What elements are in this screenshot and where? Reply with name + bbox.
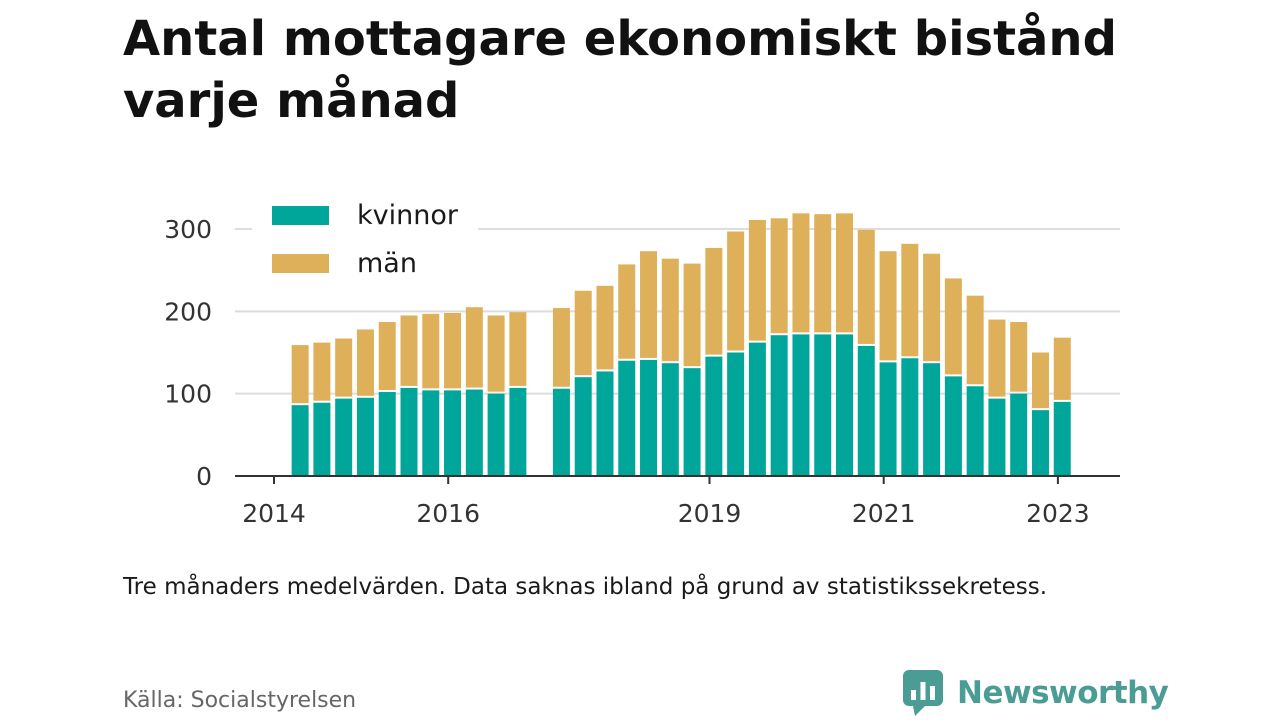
bar-kvinnor bbox=[1053, 401, 1071, 476]
x-tick-label: 2019 bbox=[678, 499, 742, 528]
bar-kvinnor bbox=[1010, 393, 1028, 476]
bar-man bbox=[661, 258, 679, 362]
source-text: Källa: Socialstyrelsen bbox=[123, 688, 357, 713]
y-tick-label: 0 bbox=[196, 462, 212, 491]
bar-man bbox=[465, 307, 483, 388]
bar-man bbox=[291, 345, 309, 404]
bar-kvinnor bbox=[335, 398, 353, 476]
brand-name: Newsworthy bbox=[957, 675, 1169, 711]
bar-man bbox=[552, 308, 570, 387]
bar-man bbox=[836, 213, 854, 333]
bar-man bbox=[727, 231, 745, 351]
bar-kvinnor bbox=[727, 352, 745, 476]
legend-swatch bbox=[272, 206, 329, 225]
bar-man bbox=[1031, 352, 1049, 409]
bar-man bbox=[814, 214, 832, 333]
bar-kvinnor bbox=[901, 358, 919, 476]
bar-man bbox=[1010, 322, 1028, 392]
x-tick-label: 2016 bbox=[416, 499, 480, 528]
bar-man bbox=[400, 315, 418, 386]
legend-label: kvinnor bbox=[357, 200, 459, 231]
bar-man bbox=[574, 290, 592, 376]
bar-man bbox=[792, 213, 810, 333]
bar-man bbox=[705, 247, 723, 355]
bar-man bbox=[335, 338, 353, 397]
y-tick-label: 100 bbox=[164, 380, 212, 409]
brand-logo[interactable]: Newsworthy bbox=[903, 670, 1169, 716]
bar-man bbox=[356, 329, 374, 396]
bar-kvinnor bbox=[378, 392, 396, 476]
x-tick-label: 2014 bbox=[242, 499, 306, 528]
bar-man bbox=[879, 251, 897, 361]
bar-man bbox=[1053, 337, 1071, 400]
legend-swatch bbox=[272, 254, 329, 273]
bar-kvinnor bbox=[400, 387, 418, 476]
bar-man bbox=[770, 218, 788, 334]
bar-kvinnor bbox=[748, 342, 766, 476]
stacked-bar-chart: 0 100 200 300 kvinnor män 2014 2016 2019 2021 2023 bbox=[164, 200, 1120, 528]
legend-label: män bbox=[357, 248, 417, 279]
chart-title: Antal mottagare ekonomiskt bistånd varje… bbox=[123, 11, 1117, 129]
chart-note: Tre månaders medelvärden. Data saknas ib… bbox=[123, 574, 1048, 600]
bar-man bbox=[313, 342, 331, 401]
bar-kvinnor bbox=[814, 334, 832, 476]
bar-kvinnor bbox=[857, 345, 875, 476]
bar-kvinnor bbox=[640, 359, 658, 476]
bar-kvinnor bbox=[705, 356, 723, 476]
bar-kvinnor bbox=[879, 362, 897, 476]
bar-kvinnor bbox=[661, 363, 679, 476]
bar-kvinnor bbox=[683, 368, 701, 476]
bar-kvinnor bbox=[770, 335, 788, 476]
bar-kvinnor bbox=[1031, 410, 1049, 476]
bar-kvinnor bbox=[487, 393, 505, 476]
bar-kvinnor bbox=[444, 390, 462, 476]
bar-kvinnor bbox=[988, 398, 1006, 476]
bar-man bbox=[444, 312, 462, 389]
bar-kvinnor bbox=[465, 389, 483, 476]
bar-man bbox=[422, 313, 440, 389]
bar-kvinnor bbox=[291, 405, 309, 476]
bar-kvinnor bbox=[596, 371, 614, 476]
bar-kvinnor bbox=[618, 360, 636, 476]
bar-man bbox=[988, 319, 1006, 397]
bar-man bbox=[640, 251, 658, 358]
bar-kvinnor bbox=[552, 388, 570, 476]
bar-man bbox=[966, 295, 984, 385]
x-tick-label: 2021 bbox=[852, 499, 916, 528]
bar-man bbox=[487, 315, 505, 392]
bar-man bbox=[901, 243, 919, 357]
bar-kvinnor bbox=[509, 387, 527, 476]
bar-kvinnor bbox=[923, 363, 941, 476]
bar-man bbox=[683, 263, 701, 367]
x-tick-label: 2023 bbox=[1026, 499, 1090, 528]
bar-kvinnor bbox=[944, 376, 962, 476]
bar-kvinnor bbox=[313, 402, 331, 476]
bar-man bbox=[596, 285, 614, 370]
bar-kvinnor bbox=[356, 397, 374, 476]
bar-man bbox=[944, 278, 962, 375]
bar-kvinnor bbox=[966, 386, 984, 476]
bar-man bbox=[378, 322, 396, 391]
bar-man bbox=[509, 312, 527, 386]
bar-man bbox=[748, 219, 766, 341]
y-tick-label: 200 bbox=[164, 297, 212, 326]
bar-man bbox=[857, 229, 875, 344]
newsworthy-logo-icon bbox=[903, 670, 943, 716]
bar-kvinnor bbox=[574, 377, 592, 476]
bar-man bbox=[618, 264, 636, 359]
bar-kvinnor bbox=[836, 334, 854, 476]
bar-man bbox=[923, 253, 941, 362]
y-tick-label: 300 bbox=[164, 215, 212, 244]
bar-kvinnor bbox=[792, 334, 810, 476]
bar-kvinnor bbox=[422, 390, 440, 476]
